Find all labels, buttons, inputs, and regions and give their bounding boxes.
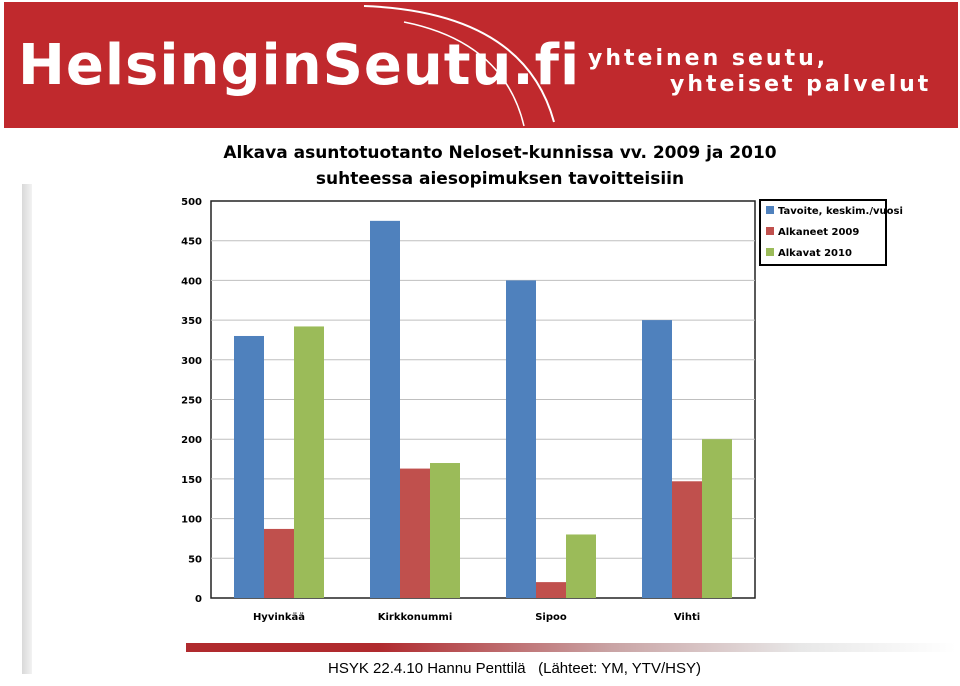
y-tick-label: 350 — [181, 316, 202, 327]
chart-subtitle: suhteessa aiesopimuksen tavoitteisiin — [315, 169, 685, 189]
bar — [294, 326, 324, 598]
chart-title: Alkava asuntotuotanto Neloset-kunnissa v… — [223, 143, 777, 163]
bar — [234, 335, 264, 598]
legend-swatch — [766, 227, 774, 235]
legend-label: Tavoite, keskim./vuosi — [778, 206, 903, 217]
bar — [566, 534, 596, 598]
slogan-line-1: yhteinen seutu, — [588, 46, 829, 71]
bar — [506, 280, 536, 598]
bar — [430, 463, 460, 598]
legend-swatch — [766, 206, 774, 214]
y-tick-label: 50 — [188, 554, 202, 565]
bar — [536, 582, 566, 598]
x-tick-label: Hyvinkää — [253, 612, 305, 623]
legend-label: Alkavat 2010 — [778, 248, 852, 259]
bar — [400, 468, 430, 598]
y-tick-label: 150 — [181, 475, 202, 486]
y-tick-label: 200 — [181, 435, 202, 446]
slogan-line-2: yhteiset palvelut — [670, 72, 932, 97]
x-tick-label: Kirkkonummi — [378, 612, 453, 623]
x-tick-label: Vihti — [674, 612, 700, 623]
bar — [370, 220, 400, 598]
header-banner: HelsinginSeutu.fi yhteinen seutu, yhteis… — [4, 2, 958, 128]
legend — [759, 199, 887, 266]
x-tick-label: Sipoo — [535, 612, 567, 623]
y-tick-label: 250 — [181, 396, 202, 407]
y-tick-label: 0 — [195, 594, 202, 605]
logo-swoosh-icon — [363, 5, 555, 127]
bar — [672, 481, 702, 598]
footer-decorative-bar — [186, 643, 956, 652]
y-tick-label: 100 — [181, 515, 202, 526]
legend-swatch — [766, 248, 774, 256]
y-tick-label: 450 — [181, 237, 202, 248]
bar — [702, 439, 732, 598]
bar — [642, 320, 672, 598]
y-tick-label: 500 — [181, 197, 202, 208]
bar — [264, 528, 294, 598]
left-decorative-bar — [22, 184, 32, 674]
y-tick-label: 300 — [181, 356, 202, 367]
legend-label: Alkaneet 2009 — [778, 227, 859, 238]
logo-text[interactable]: HelsinginSeutu.fi — [18, 33, 581, 98]
footer-credit: HSYK 22.4.10 Hannu Penttilä (Lähteet: YM… — [328, 660, 701, 677]
y-tick-label: 400 — [181, 276, 202, 287]
